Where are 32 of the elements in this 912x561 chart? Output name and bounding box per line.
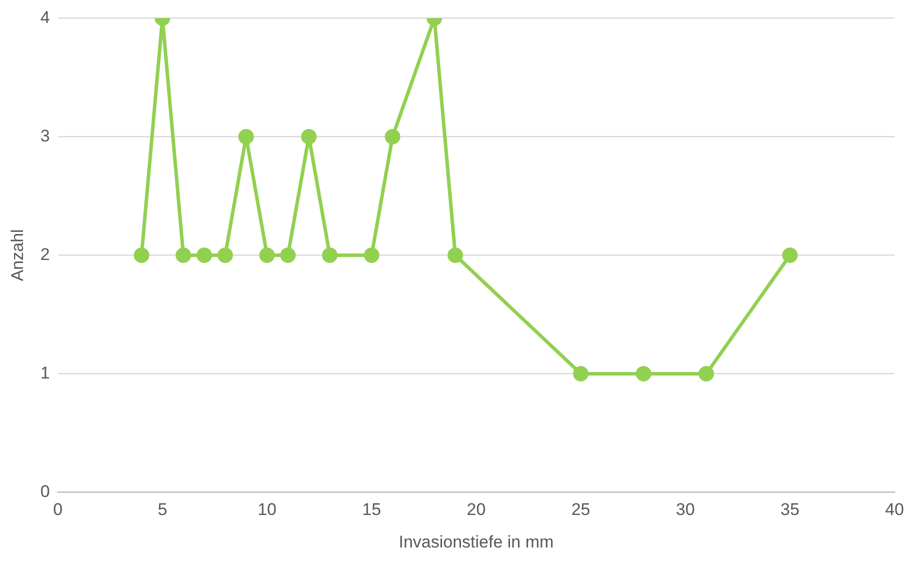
- point: [134, 247, 150, 263]
- x-tick-label: 20: [466, 500, 486, 520]
- y-tick-label: 4: [40, 8, 50, 27]
- point: [698, 366, 714, 382]
- point: [448, 247, 464, 263]
- y-tick-label: 1: [40, 363, 50, 382]
- x-tick-label: 15: [362, 500, 382, 520]
- x-tick-label: 35: [780, 500, 800, 520]
- point: [238, 128, 254, 144]
- x-tick-label: 25: [571, 500, 590, 520]
- point: [573, 366, 589, 382]
- x-axis-title: Invasionstiefe in mm: [398, 532, 554, 552]
- y-tick-label: 0: [40, 482, 50, 501]
- point: [196, 247, 212, 263]
- y-axis-title: Anzahl: [8, 229, 27, 282]
- x-tick-label: 5: [158, 500, 168, 520]
- point: [301, 128, 317, 144]
- y-tick-label: 2: [40, 244, 50, 264]
- point: [217, 247, 233, 263]
- y-tick-label: 3: [40, 126, 50, 146]
- point: [782, 247, 798, 263]
- x-tick-label: 30: [676, 500, 695, 520]
- x-tick-label: 40: [885, 500, 904, 520]
- point: [259, 247, 275, 263]
- point: [176, 247, 192, 263]
- point: [384, 128, 400, 144]
- point: [636, 366, 652, 382]
- x-tick-label: 0: [53, 500, 63, 520]
- point: [364, 247, 380, 263]
- point: [280, 247, 296, 263]
- x-tick-label: 10: [258, 500, 276, 520]
- point: [322, 247, 338, 263]
